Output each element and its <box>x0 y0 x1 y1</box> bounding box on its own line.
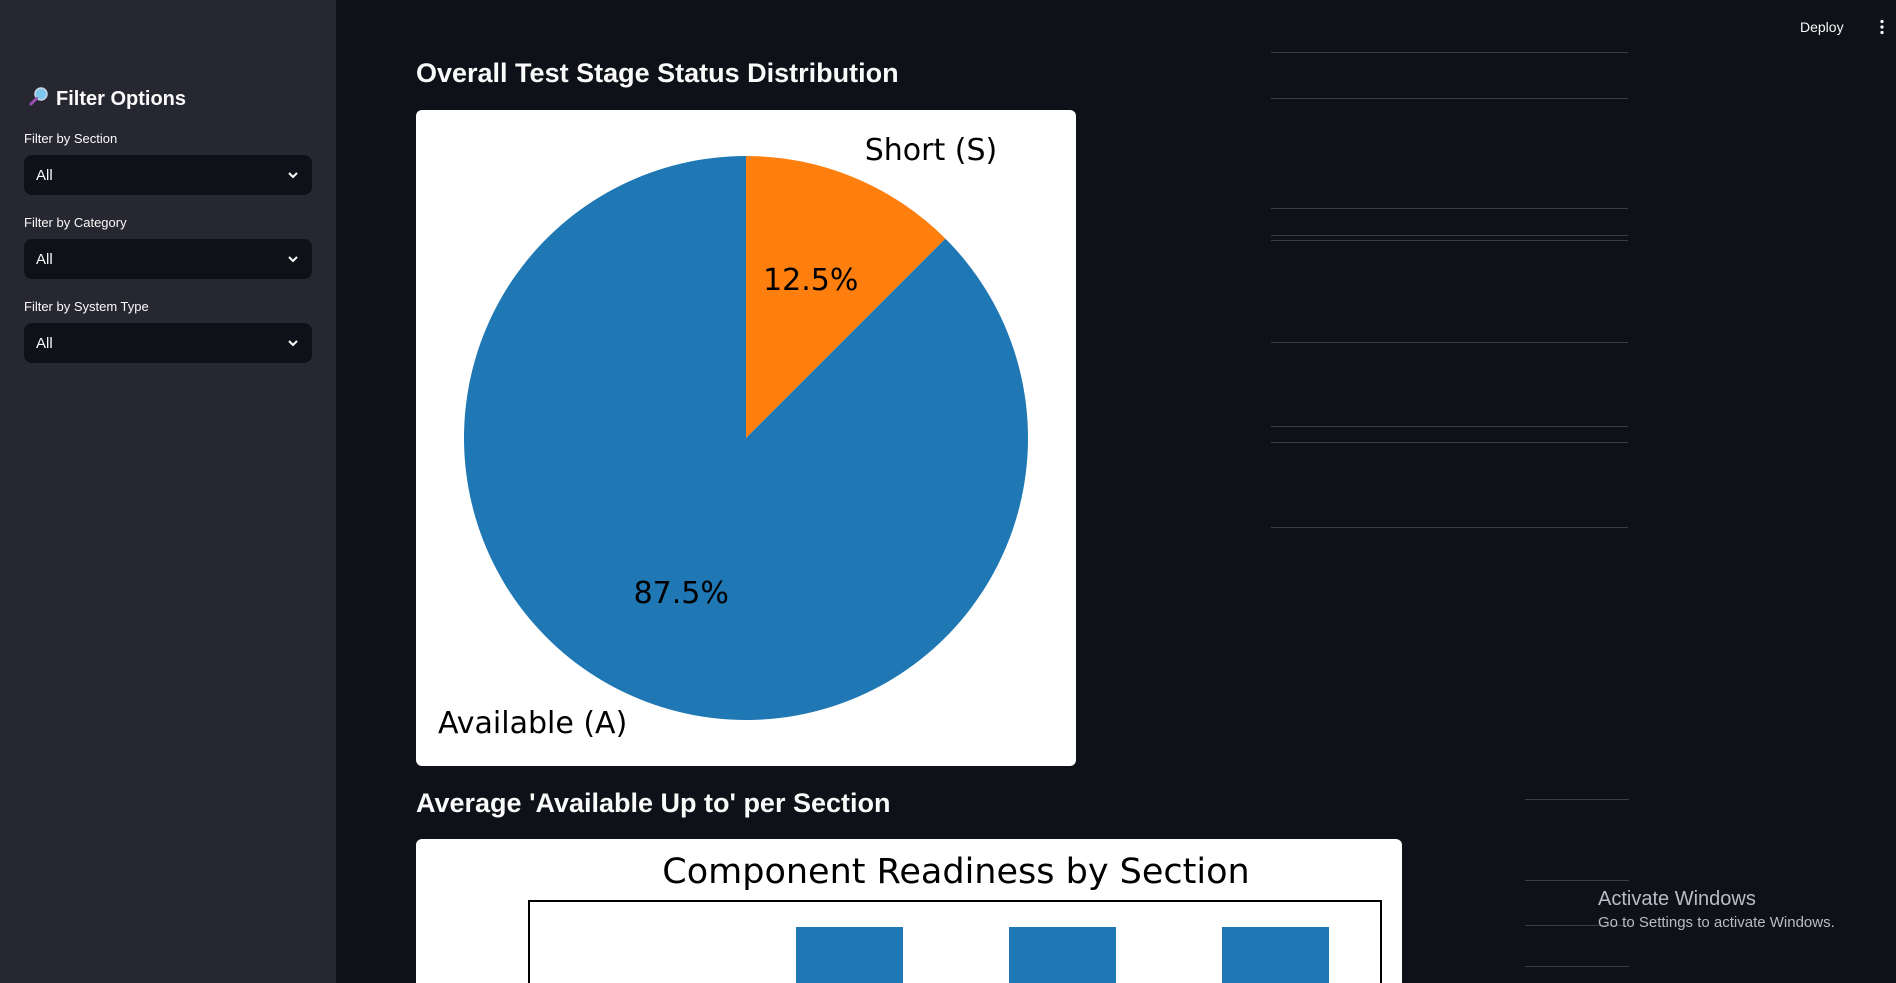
chevron-down-icon <box>288 340 298 347</box>
pie-category-label-1: Available (A) <box>438 706 627 741</box>
divider <box>1271 98 1628 99</box>
pie-pct-label-0: 12.5% <box>763 263 858 298</box>
section-filter-select[interactable]: All <box>24 155 312 195</box>
divider <box>1525 966 1629 967</box>
pie-slice-0 <box>746 156 946 438</box>
magnifier-icon <box>28 85 50 113</box>
status-distribution-heading: Overall Test Stage Status Distribution <box>416 58 899 88</box>
bar-2 <box>1222 927 1329 983</box>
bar-chart-title: Component Readiness by Section <box>662 852 1249 892</box>
sidebar: Filter Options Filter by Section All Fil… <box>0 0 336 983</box>
section-filter-label: Filter by Section <box>24 131 118 146</box>
system-type-filter-label: Filter by System Type <box>24 299 149 314</box>
divider <box>1525 880 1629 881</box>
more-vertical-icon[interactable] <box>1872 17 1892 37</box>
category-filter-select[interactable]: All <box>24 239 312 279</box>
divider <box>1525 799 1629 800</box>
status-pie-chart: 12.5% Short (S) 87.5% Available (A) <box>438 133 1028 741</box>
readiness-bar-chart: Component Readiness by Section <box>528 852 1382 983</box>
system-type-filter-value: All <box>36 334 53 352</box>
status-pie-chart-card: 12.5% Short (S) 87.5% Available (A) <box>416 110 1076 766</box>
divider <box>1271 52 1628 53</box>
divider <box>1271 208 1628 209</box>
category-filter-value: All <box>36 250 53 268</box>
average-available-heading: Average 'Available Up to' per Section <box>416 788 891 818</box>
pie-category-label-0: Short (S) <box>865 133 998 168</box>
windows-activation-watermark: Activate Windows Go to Settings to activ… <box>1598 888 1835 931</box>
sidebar-title-text: Filter Options <box>56 87 186 110</box>
divider <box>1271 442 1628 443</box>
divider <box>1525 925 1629 926</box>
section-filter-value: All <box>36 166 53 184</box>
watermark-line2: Go to Settings to activate Windows. <box>1598 914 1835 931</box>
deploy-button[interactable]: Deploy <box>1800 19 1844 35</box>
chevron-down-icon <box>288 256 298 263</box>
system-type-filter-select[interactable]: All <box>24 323 312 363</box>
bar-0 <box>796 927 903 983</box>
chevron-down-icon <box>288 172 298 179</box>
readiness-bar-chart-card: Component Readiness by Section <box>416 839 1402 983</box>
divider <box>1271 342 1628 343</box>
watermark-line1: Activate Windows <box>1598 888 1756 910</box>
bar-chart-plot-frame <box>528 900 1382 983</box>
divider <box>1271 235 1628 236</box>
divider <box>1271 240 1628 241</box>
sidebar-title: Filter Options <box>28 86 186 112</box>
bar-1 <box>1009 927 1116 983</box>
pie-pct-label-1: 87.5% <box>634 576 729 611</box>
divider <box>1271 426 1628 427</box>
pie-slice-1 <box>463 156 1028 720</box>
category-filter-label: Filter by Category <box>24 215 127 230</box>
divider <box>1271 527 1628 528</box>
